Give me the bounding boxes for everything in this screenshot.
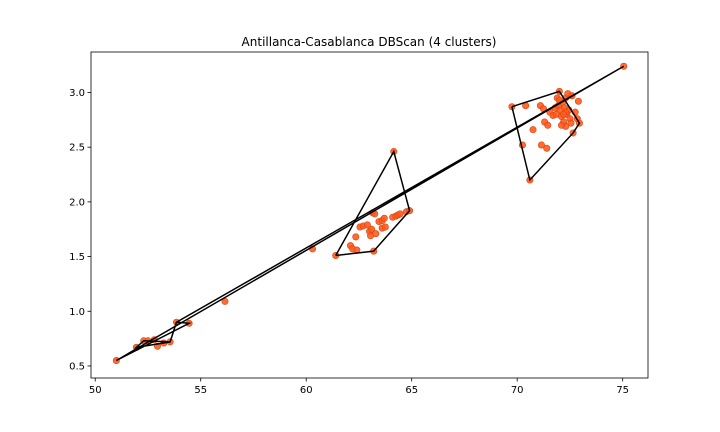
- data-point: [380, 214, 388, 222]
- axes-frame: [90, 51, 649, 379]
- data-point: [368, 225, 376, 233]
- y-tick-label: 3.0: [69, 88, 85, 99]
- y-tick-label: 2.0: [69, 197, 85, 208]
- data-point: [560, 110, 568, 118]
- chart-title: Antillanca-Casablanca DBScan (4 clusters…: [242, 35, 497, 49]
- data-point: [537, 141, 545, 149]
- y-tick-label: 2.5: [69, 143, 85, 154]
- x-tick-label: 75: [616, 385, 629, 396]
- data-point: [381, 223, 389, 231]
- cluster-hull-line: [335, 149, 411, 257]
- data-point: [557, 121, 565, 129]
- x-tick-label: 70: [511, 385, 524, 396]
- x-tick-label: 65: [405, 385, 418, 396]
- data-point: [372, 230, 380, 238]
- data-point: [567, 119, 575, 127]
- y-tick-label: 0.5: [69, 361, 85, 372]
- data-point: [574, 97, 582, 105]
- data-point: [529, 126, 537, 134]
- data-point: [543, 144, 551, 152]
- x-tick-label: 60: [300, 385, 313, 396]
- axes: 50 55 60 65 70 75 0.5 1.0 1.5 2.0 2.5 3.0: [69, 51, 649, 396]
- x-tick-label: 55: [194, 385, 207, 396]
- data-point: [363, 221, 371, 229]
- data-point: [544, 121, 552, 129]
- y-tick-label: 1.0: [69, 307, 85, 318]
- y-tick-label: 1.5: [69, 252, 85, 263]
- data-point: [352, 233, 360, 241]
- cluster-hull-line: [511, 90, 581, 182]
- plot-area: [112, 62, 628, 364]
- cluster-hull-line: [115, 65, 625, 362]
- x-tick-label: 50: [89, 385, 102, 396]
- data-point: [396, 210, 404, 218]
